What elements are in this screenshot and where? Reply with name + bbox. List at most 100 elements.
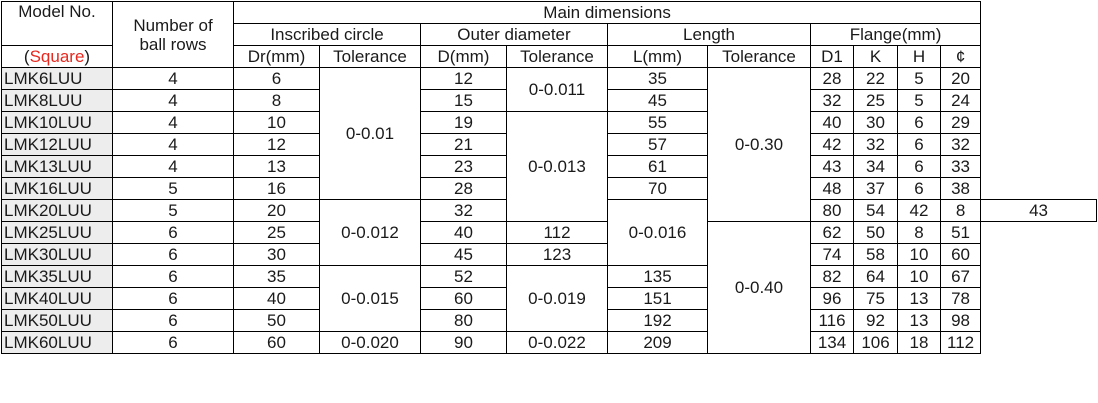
dr-cell: 16 (233, 177, 320, 200)
d1-cell: 43 (810, 155, 854, 178)
d-cell: 32 (420, 199, 507, 222)
d-cell: 19 (420, 111, 507, 134)
d1-cell: 32 (810, 89, 854, 112)
square-close: ) (84, 46, 91, 66)
length-header: Length (607, 23, 811, 46)
k-cell: 50 (853, 221, 898, 244)
ball-rows-header: Number of ball rows (112, 1, 234, 68)
l-cell: 192 (607, 309, 708, 332)
d-tolerance-cell: 0-0.019 (506, 265, 608, 332)
k-cell: 92 (853, 309, 898, 332)
table-row: LMK30LUU 6 30 45 123 74 58 10 60 (1, 243, 1097, 266)
l-tolerance-cell: 0-0.40 (707, 221, 811, 354)
h-cell: 8 (939, 199, 982, 222)
l-cell: 112 (506, 221, 608, 244)
k-cell: 75 (853, 287, 898, 310)
h-cell: 5 (897, 67, 941, 90)
l-cell: 70 (607, 177, 708, 200)
model-cell: LMK35LUU (1, 265, 113, 288)
phi-cell: 33 (939, 155, 982, 178)
l-cell: 151 (607, 287, 708, 310)
d-cell: 21 (420, 133, 507, 156)
l-cell: 123 (506, 243, 608, 266)
l-cell: 45 (607, 89, 708, 112)
l-header: L(mm) (607, 45, 708, 68)
ball-rows-cell: 4 (112, 67, 234, 90)
ball-rows-cell: 6 (112, 287, 234, 310)
flange-header: Flange(mm) (809, 23, 982, 46)
d-tolerance-header: Tolerance (506, 45, 608, 68)
square-word: Square (29, 46, 85, 66)
ball-rows-cell: 6 (112, 309, 234, 332)
k-cell: 32 (853, 133, 898, 156)
model-cell: LMK20LUU (1, 199, 113, 222)
d1-cell: 54 (853, 199, 898, 222)
d-cell: 23 (420, 155, 507, 178)
l-tolerance-cell: 0-0.30 (707, 67, 811, 222)
phi-cell: 29 (939, 111, 982, 134)
model-cell: LMK6LUU (1, 67, 113, 90)
k-cell: 37 (853, 177, 898, 200)
d1-cell: 28 (810, 67, 854, 90)
square-open: ( (23, 46, 30, 66)
k-cell: 30 (853, 111, 898, 134)
dr-tolerance-cell: 0-0.015 (319, 265, 421, 332)
model-header: Model No. (1, 1, 113, 46)
model-cell: LMK40LUU (1, 287, 113, 310)
model-cell: LMK60LUU (1, 331, 113, 354)
l-cell: 80 (810, 199, 854, 222)
phi-cell: 24 (939, 89, 982, 112)
dr-tolerance-cell: 0-0.012 (319, 199, 421, 266)
d1-cell: 116 (810, 309, 854, 332)
phi-cell: 51 (939, 221, 982, 244)
k-cell: 22 (853, 67, 898, 90)
model-cell: LMK13LUU (1, 155, 113, 178)
table-row: LMK25LUU 6 25 40 112 0-0.40 62 50 8 51 (1, 221, 1097, 354)
d1-cell: 134 (810, 331, 854, 354)
dr-cell: 30 (233, 243, 320, 266)
model-cell: LMK25LUU (1, 221, 113, 244)
h-cell: 10 (897, 265, 941, 288)
k-cell: 42 (897, 199, 941, 222)
outer-diameter-header: Outer diameter (420, 23, 608, 46)
ball-rows-header-line1: Number of (133, 15, 213, 35)
phi-cell: 43 (980, 199, 1097, 222)
d1-cell: 40 (810, 111, 854, 134)
d-cell: 52 (420, 265, 507, 288)
model-cell: LMK30LUU (1, 243, 113, 266)
h-cell: 6 (897, 177, 941, 200)
header-row-1: Model No. Number of ball rows Main dimen… (1, 1, 1097, 68)
phi-cell: 60 (939, 243, 982, 266)
specification-table: Model No. Number of ball rows Main dimen… (1, 1, 1097, 354)
table-row: LMK10LUU 4 10 19 0-0.013 55 40 30 6 29 (1, 111, 1097, 222)
d-cell: 40 (420, 221, 507, 244)
ball-rows-cell: 6 (112, 331, 234, 354)
model-cell: LMK16LUU (1, 177, 113, 200)
d1-cell: 74 (810, 243, 854, 266)
dr-cell: 25 (233, 221, 320, 244)
l-tolerance-header: Tolerance (707, 45, 811, 68)
d1-cell: 62 (810, 221, 854, 244)
dr-cell: 10 (233, 111, 320, 134)
phi-cell: 112 (939, 331, 982, 354)
dr-cell: 40 (233, 287, 320, 310)
ball-rows-cell: 4 (112, 111, 234, 134)
l-cell: 35 (607, 67, 708, 90)
table-row: LMK50LUU 6 50 80 192 116 92 13 98 (1, 309, 1097, 332)
dr-header: Dr(mm) (233, 45, 320, 68)
l-cell: 55 (607, 111, 708, 134)
d-cell: 90 (420, 331, 507, 354)
d1-header: D1 (810, 45, 854, 68)
ball-rows-cell: 4 (112, 89, 234, 112)
d-cell: 28 (420, 177, 507, 200)
table-row: LMK12LUU 4 12 21 57 42 32 6 32 (1, 133, 1097, 156)
ball-rows-cell: 5 (112, 177, 234, 200)
d-cell: 12 (420, 67, 507, 90)
d-cell: 80 (420, 309, 507, 332)
h-cell: 10 (897, 243, 941, 266)
h-cell: 13 (897, 287, 941, 310)
d-header: D(mm) (420, 45, 507, 68)
model-cell: LMK12LUU (1, 133, 113, 156)
square-label: (Square) (1, 45, 113, 68)
k-cell: 64 (853, 265, 898, 288)
